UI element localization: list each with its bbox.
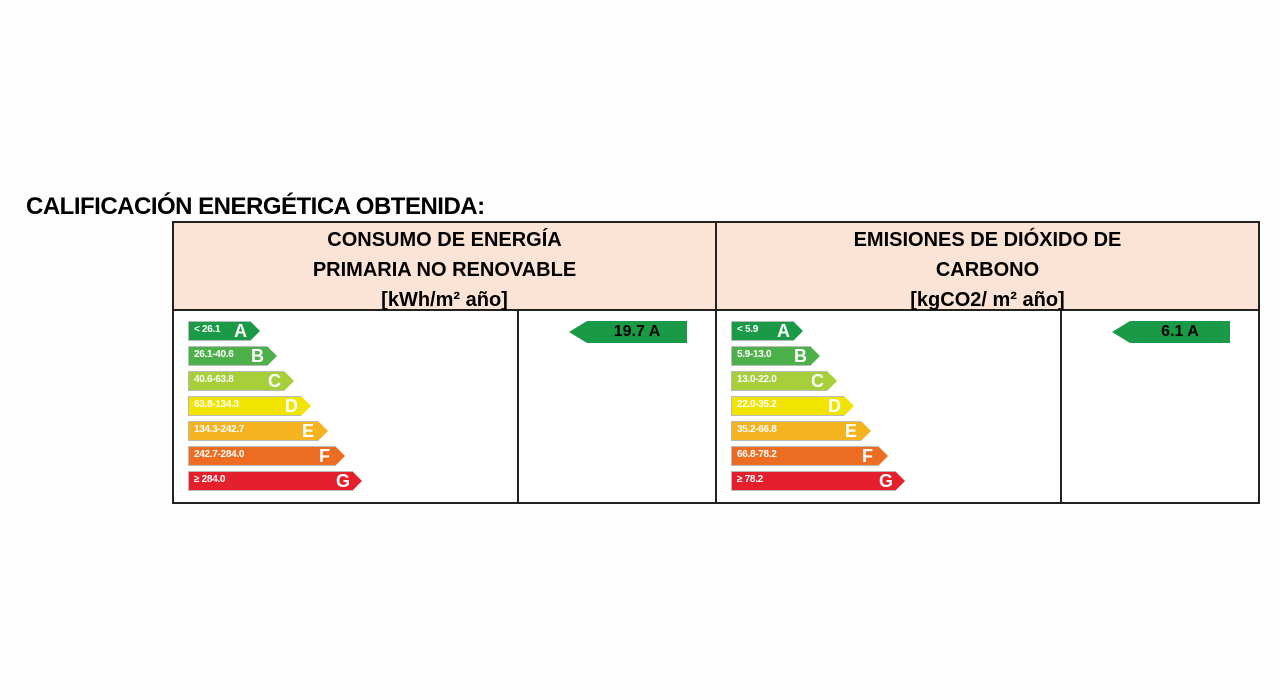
consumo-scale-bar-body bbox=[188, 446, 335, 466]
consumo-scale-bar-tip bbox=[352, 471, 362, 491]
consumo-scale-bar-d: 63.8-134.3 D bbox=[188, 396, 311, 416]
emisiones-result-arrow: 6.1 A bbox=[1112, 321, 1230, 343]
consumo-scale-bar-e: 134.3-242.7 E bbox=[188, 421, 328, 441]
consumo-header-line-1: CONSUMO DE ENERGÍA bbox=[327, 229, 562, 251]
consumo-scale-range: 242.7-284.0 bbox=[194, 449, 245, 460]
emisiones-scale-letter: G bbox=[879, 471, 894, 491]
emisiones-scale-range: 35.2-66.8 bbox=[737, 424, 777, 435]
emisiones-scale-bar-body bbox=[731, 396, 844, 416]
emisiones-scale-bar-c: 13.0-22.0 C bbox=[731, 371, 837, 391]
emisiones-scale-bar-tip bbox=[827, 371, 837, 391]
emisiones-scale-letter: F bbox=[862, 446, 873, 466]
consumo-scale-letter: D bbox=[285, 396, 298, 416]
consumo-scale-bar-f: 242.7-284.0 F bbox=[188, 446, 345, 466]
emisiones-scale-bar-body bbox=[731, 471, 895, 491]
consumo-scale-letter: F bbox=[319, 446, 330, 466]
consumo-scale-bar-body bbox=[188, 421, 318, 441]
consumo-scale-range: 63.8-134.3 bbox=[194, 399, 239, 410]
consumo-scale-bar-tip bbox=[318, 421, 328, 441]
consumo-scale-bar-tip bbox=[335, 446, 345, 466]
emisiones-scale-bar-body bbox=[731, 446, 878, 466]
emisiones-scale-range: 5.9-13.0 bbox=[737, 349, 772, 360]
consumo-scale-bar-c: 40.6-63.8 C bbox=[188, 371, 294, 391]
emisiones-result-arrow-tip bbox=[1112, 321, 1130, 343]
emisiones-scale-range: 22.0-35.2 bbox=[737, 399, 777, 410]
consumo-result-cell: 19.7 A bbox=[519, 311, 717, 502]
consumo-scale-letter: C bbox=[268, 371, 281, 391]
emisiones-scale-bar-tip bbox=[793, 321, 803, 341]
emisiones-scale-range: ≥ 78.2 bbox=[737, 474, 763, 485]
emisiones-scale-bar-tip bbox=[844, 396, 854, 416]
emisiones-scale-bar-e: 35.2-66.8 E bbox=[731, 421, 871, 441]
consumo-header-line-2: PRIMARIA NO RENOVABLE bbox=[312, 259, 577, 281]
emisiones-scale-letter: B bbox=[794, 346, 807, 366]
consumo-header-unit: [kWh/m² año] bbox=[381, 289, 508, 311]
emisiones-scale-bar-body bbox=[731, 421, 861, 441]
emisiones-scale-bar-tip bbox=[810, 346, 820, 366]
consumo-scale-range: 134.3-242.7 bbox=[194, 424, 245, 435]
consumo-scale: < 26.1 A 26.1-40.6 B 40.6-63.8 C 63.8-134.3 D 13… bbox=[174, 311, 519, 502]
emisiones-scale-letter: C bbox=[811, 371, 824, 391]
emisiones-result-label: 6.1 A bbox=[1130, 321, 1230, 343]
emisiones-scale-letter: E bbox=[845, 421, 858, 441]
consumo-result-arrow-tip bbox=[569, 321, 587, 343]
emisiones-scale-bar-b: 5.9-13.0 B bbox=[731, 346, 820, 366]
emisiones-scale-letter: A bbox=[777, 321, 790, 341]
consumo-scale-bar-body bbox=[188, 321, 250, 341]
emisiones-scale-bar-body bbox=[731, 371, 827, 391]
emisiones-scale-range: 13.0-22.0 bbox=[737, 374, 777, 385]
consumo-scale-bar-body bbox=[188, 371, 284, 391]
consumo-result-arrow: 19.7 A bbox=[569, 321, 687, 343]
emisiones-scale-range: 66.8-78.2 bbox=[737, 449, 777, 460]
consumo-scale-bar-body bbox=[188, 396, 301, 416]
consumo-scale-letter: G bbox=[336, 471, 351, 491]
consumo-result-label: 19.7 A bbox=[587, 321, 687, 343]
consumo-scale-bar-g: ≥ 284.0 G bbox=[188, 471, 362, 491]
consumo-scale-range: ≥ 284.0 bbox=[194, 474, 226, 485]
emisiones-scale-range: < 5.9 bbox=[737, 324, 759, 335]
emisiones-result-cell: 6.1 A bbox=[1062, 311, 1258, 502]
consumo-scale-bar-a: < 26.1 A bbox=[188, 321, 260, 341]
emisiones-header-line-1: EMISIONES DE DIÓXIDO DE bbox=[853, 229, 1122, 251]
emisiones-scale-bar-body bbox=[731, 346, 810, 366]
emisiones-scale-bar-tip bbox=[878, 446, 888, 466]
consumo-header: CONSUMO DE ENERGÍA PRIMARIA NO RENOVABLE… bbox=[174, 223, 717, 311]
emisiones-scale-bar-f: 66.8-78.2 F bbox=[731, 446, 888, 466]
consumo-scale-bar-b: 26.1-40.6 B bbox=[188, 346, 277, 366]
consumo-scale-letter: A bbox=[234, 321, 247, 341]
rating-table: CONSUMO DE ENERGÍA PRIMARIA NO RENOVABLE… bbox=[172, 221, 1260, 504]
consumo-scale-bar-tip bbox=[267, 346, 277, 366]
consumo-scale-bar-body bbox=[188, 346, 267, 366]
emisiones-scale-bar-tip bbox=[861, 421, 871, 441]
consumo-scale-bar-tip bbox=[250, 321, 260, 341]
emisiones-scale-bar-tip bbox=[895, 471, 905, 491]
consumo-scale-bar-tip bbox=[284, 371, 294, 391]
emisiones-header: EMISIONES DE DIÓXIDO DE CARBONO [kgCO2/ … bbox=[717, 223, 1258, 311]
consumo-scale-range: 40.6-63.8 bbox=[194, 374, 234, 385]
emisiones-header-line-2: CARBONO bbox=[935, 259, 1040, 281]
page-title: CALIFICACIÓN ENERGÉTICA OBTENIDA: bbox=[26, 193, 485, 220]
consumo-scale-letter: B bbox=[251, 346, 264, 366]
emisiones-scale-letter: D bbox=[828, 396, 841, 416]
consumo-scale-bar-tip bbox=[301, 396, 311, 416]
emisiones-scale: < 5.9 A 5.9-13.0 B 13.0-22.0 C 22.0-35.2 D 35.2-… bbox=[717, 311, 1062, 502]
emisiones-scale-bar-body bbox=[731, 321, 793, 341]
emisiones-header-unit: [kgCO2/ m² año] bbox=[910, 289, 1065, 311]
consumo-scale-letter: E bbox=[302, 421, 315, 441]
consumo-scale-bar-body bbox=[188, 471, 352, 491]
consumo-scale-range: < 26.1 bbox=[194, 324, 221, 335]
emisiones-scale-bar-a: < 5.9 A bbox=[731, 321, 803, 341]
consumo-scale-range: 26.1-40.6 bbox=[194, 349, 234, 360]
emisiones-scale-bar-d: 22.0-35.2 D bbox=[731, 396, 854, 416]
emisiones-scale-bar-g: ≥ 78.2 G bbox=[731, 471, 905, 491]
